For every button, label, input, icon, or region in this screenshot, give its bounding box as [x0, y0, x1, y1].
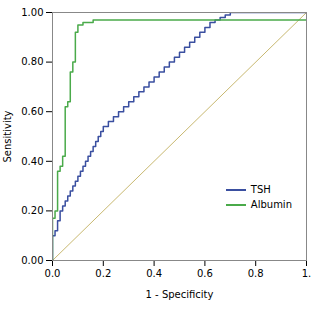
- svg-text:0.40: 0.40: [21, 156, 43, 167]
- svg-text:0.60: 0.60: [21, 106, 43, 117]
- svg-text:0.8: 0.8: [248, 268, 264, 279]
- svg-text:0.2: 0.2: [95, 268, 111, 279]
- svg-text:1.00: 1.00: [21, 7, 43, 18]
- html-text:Albumin: Albumin: [250, 199, 292, 210]
- svg-text:1 - Specificity: 1 - Specificity: [146, 289, 214, 300]
- svg-text:0.0: 0.0: [45, 268, 61, 279]
- svg-text:0.00: 0.00: [21, 255, 43, 266]
- svg-text:Sensitivity: Sensitivity: [2, 110, 13, 162]
- html-text:TSH: TSH: [250, 184, 271, 195]
- svg-text:1.: 1.: [302, 268, 312, 279]
- svg-text:0.6: 0.6: [197, 268, 213, 279]
- svg-text:0.20: 0.20: [21, 205, 43, 216]
- svg-text:0.4: 0.4: [146, 268, 162, 279]
- svg-text:0.80: 0.80: [21, 56, 43, 67]
